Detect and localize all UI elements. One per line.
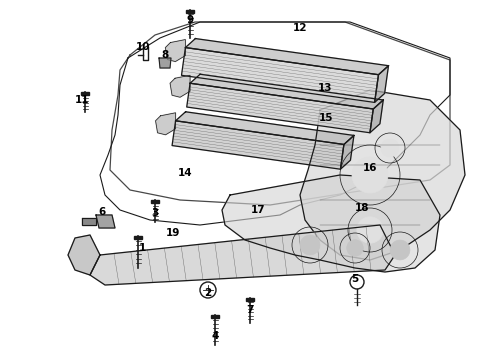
Polygon shape: [155, 113, 175, 135]
Text: 18: 18: [355, 203, 369, 213]
Polygon shape: [190, 74, 383, 109]
Text: 3: 3: [151, 208, 159, 218]
Polygon shape: [341, 135, 354, 169]
Polygon shape: [246, 298, 254, 301]
Text: 9: 9: [186, 15, 194, 25]
Text: 7: 7: [246, 305, 254, 315]
Text: 16: 16: [363, 163, 377, 173]
Polygon shape: [187, 83, 373, 133]
Text: 15: 15: [319, 113, 333, 123]
Polygon shape: [374, 66, 389, 103]
Circle shape: [352, 157, 388, 193]
Text: 2: 2: [204, 288, 212, 298]
Polygon shape: [82, 218, 96, 225]
Text: 4: 4: [211, 331, 219, 341]
Polygon shape: [151, 200, 159, 203]
Polygon shape: [185, 39, 389, 75]
Circle shape: [390, 240, 410, 260]
Text: 17: 17: [251, 205, 265, 215]
Text: 13: 13: [318, 83, 332, 93]
Text: 19: 19: [166, 228, 180, 238]
Polygon shape: [134, 236, 142, 239]
Polygon shape: [81, 92, 89, 95]
Polygon shape: [166, 40, 185, 62]
Text: 8: 8: [161, 50, 169, 60]
Polygon shape: [68, 235, 100, 275]
Text: 14: 14: [178, 168, 192, 178]
Polygon shape: [211, 315, 219, 318]
Text: 10: 10: [136, 42, 150, 52]
Text: 5: 5: [351, 274, 359, 284]
Text: 6: 6: [98, 207, 106, 217]
Polygon shape: [96, 215, 115, 228]
Polygon shape: [170, 75, 190, 97]
Polygon shape: [172, 121, 344, 169]
Text: 11: 11: [75, 95, 89, 105]
Text: 12: 12: [293, 23, 307, 33]
Polygon shape: [222, 175, 440, 272]
Polygon shape: [300, 90, 465, 260]
Circle shape: [357, 217, 383, 243]
Polygon shape: [90, 225, 395, 285]
Polygon shape: [181, 48, 378, 103]
Polygon shape: [159, 58, 171, 68]
Polygon shape: [175, 112, 354, 144]
Circle shape: [381, 139, 399, 157]
Circle shape: [300, 235, 320, 255]
Polygon shape: [370, 100, 383, 133]
Circle shape: [347, 240, 363, 256]
Text: 1: 1: [138, 243, 146, 253]
Polygon shape: [186, 10, 194, 13]
